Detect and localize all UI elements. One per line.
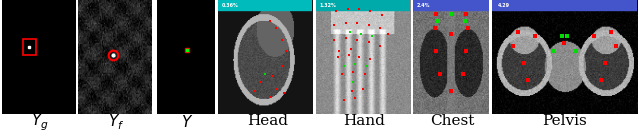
Bar <box>413 0 489 10</box>
Text: $\tilde{Y}$: $\tilde{Y}$ <box>180 111 193 131</box>
Text: 0.36%: 0.36% <box>221 3 238 8</box>
Text: Head: Head <box>247 114 288 128</box>
Text: Pelvis: Pelvis <box>542 114 587 128</box>
Bar <box>316 0 410 10</box>
Text: $\tilde{Y}_g$: $\tilde{Y}_g$ <box>31 109 49 133</box>
Text: Chest: Chest <box>430 114 475 128</box>
Bar <box>218 0 312 10</box>
Text: $\tilde{Y}_f$: $\tilde{Y}_f$ <box>108 110 125 132</box>
Text: 1.32%: 1.32% <box>319 3 336 8</box>
Text: 4.29: 4.29 <box>497 3 509 8</box>
Text: 2.4%: 2.4% <box>417 3 430 8</box>
Bar <box>492 0 637 10</box>
Bar <box>22 39 36 55</box>
Text: Hand: Hand <box>343 114 385 128</box>
